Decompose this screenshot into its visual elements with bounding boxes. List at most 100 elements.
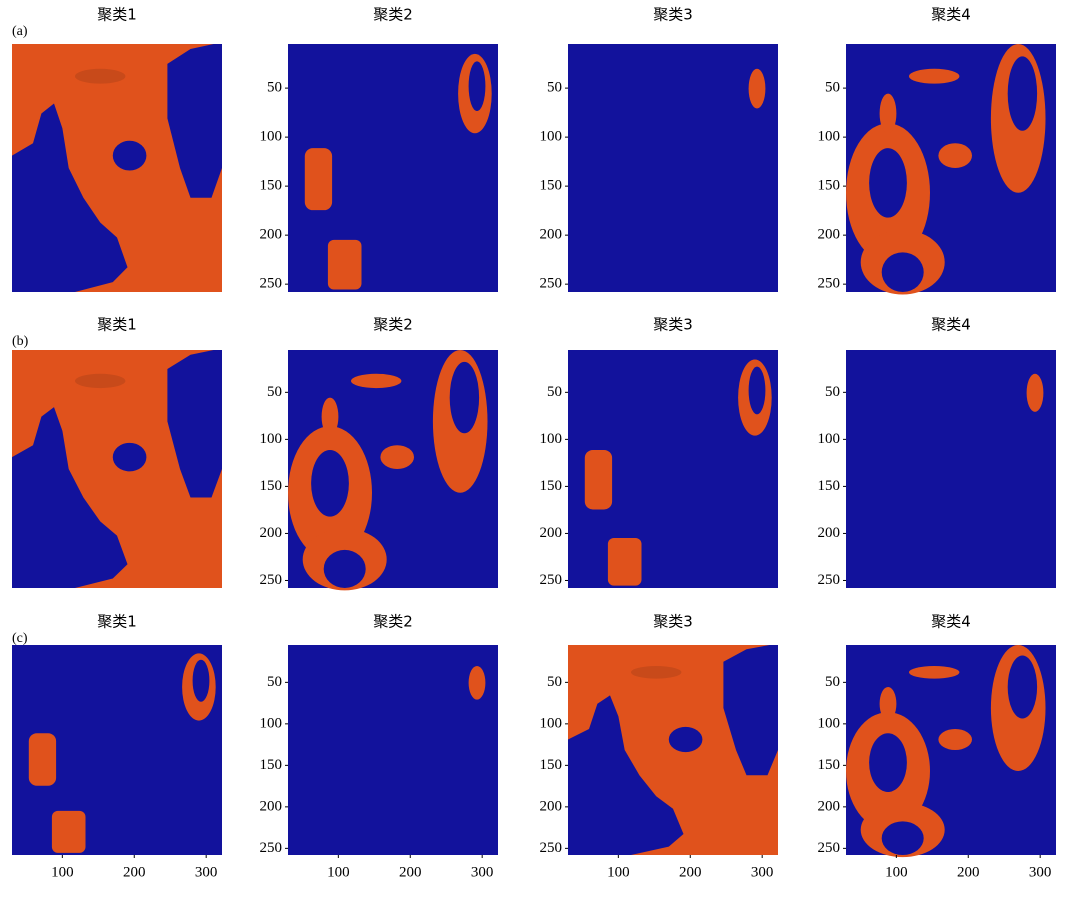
y-tick-label: 200 bbox=[818, 525, 841, 541]
region bbox=[938, 143, 972, 168]
region bbox=[749, 367, 766, 415]
panel-title: 聚类2 bbox=[373, 613, 413, 631]
y-tick-label: 50 bbox=[267, 674, 282, 690]
y-tick-label: 200 bbox=[818, 798, 841, 814]
y-tick-label: 250 bbox=[260, 840, 283, 856]
y-tick-label: 150 bbox=[260, 178, 283, 194]
region bbox=[380, 445, 414, 469]
panel-title: 聚类2 bbox=[373, 6, 413, 24]
y-tick-label: 150 bbox=[260, 478, 283, 494]
panel-title: 聚类1 bbox=[97, 6, 137, 24]
panel bbox=[12, 350, 222, 588]
region bbox=[75, 374, 125, 388]
y-tick-label: 250 bbox=[540, 572, 563, 588]
panel-title: 聚类2 bbox=[373, 316, 413, 334]
y-tick-label: 150 bbox=[818, 757, 841, 773]
y-tick-label: 100 bbox=[540, 129, 563, 145]
region bbox=[1027, 374, 1044, 412]
y-tick-label: 200 bbox=[260, 227, 283, 243]
panel bbox=[568, 44, 778, 292]
y-tick-label: 250 bbox=[818, 840, 841, 856]
region bbox=[469, 666, 486, 700]
panel bbox=[12, 645, 222, 855]
region bbox=[328, 240, 362, 290]
panel bbox=[288, 645, 498, 855]
region bbox=[882, 821, 924, 855]
x-tick-label: 100 bbox=[607, 864, 630, 880]
y-tick-label: 100 bbox=[260, 715, 283, 731]
y-tick-label: 100 bbox=[818, 431, 841, 447]
y-tick-label: 50 bbox=[267, 384, 282, 400]
region bbox=[608, 538, 642, 586]
x-tick-label: 200 bbox=[957, 864, 980, 880]
figure: (a)聚类1聚类250100150200250聚类350100150200250… bbox=[0, 0, 1067, 902]
panel-title: 聚类4 bbox=[931, 6, 971, 24]
x-tick-label: 300 bbox=[1029, 864, 1052, 880]
region bbox=[324, 550, 366, 588]
panel-title: 聚类4 bbox=[931, 316, 971, 334]
panel bbox=[288, 44, 498, 292]
y-tick-label: 250 bbox=[540, 840, 563, 856]
panel-title: 聚类4 bbox=[931, 613, 971, 631]
y-tick-label: 100 bbox=[540, 431, 563, 447]
y-tick-label: 150 bbox=[540, 478, 563, 494]
x-tick-label: 200 bbox=[399, 864, 422, 880]
y-tick-label: 100 bbox=[540, 715, 563, 731]
panel bbox=[568, 645, 778, 855]
y-tick-label: 200 bbox=[540, 525, 563, 541]
region bbox=[749, 69, 766, 109]
panel bbox=[846, 645, 1056, 857]
region bbox=[113, 141, 147, 171]
region bbox=[631, 666, 681, 679]
y-tick-label: 50 bbox=[547, 80, 562, 96]
y-tick-label: 250 bbox=[818, 572, 841, 588]
x-tick-label: 200 bbox=[123, 864, 146, 880]
x-tick-label: 300 bbox=[751, 864, 774, 880]
y-tick-label: 200 bbox=[540, 227, 563, 243]
y-tick-label: 50 bbox=[825, 674, 840, 690]
x-tick-label: 100 bbox=[327, 864, 350, 880]
panel bbox=[568, 350, 778, 588]
x-tick-label: 300 bbox=[471, 864, 494, 880]
panel-title: 聚类1 bbox=[97, 613, 137, 631]
y-tick-label: 50 bbox=[825, 80, 840, 96]
y-tick-label: 100 bbox=[260, 431, 283, 447]
region bbox=[1008, 656, 1037, 719]
region bbox=[585, 450, 612, 510]
y-tick-label: 100 bbox=[818, 715, 841, 731]
y-tick-label: 50 bbox=[547, 384, 562, 400]
region bbox=[450, 362, 479, 433]
row-label: (b) bbox=[12, 334, 29, 349]
panel bbox=[846, 44, 1056, 294]
y-tick-label: 150 bbox=[540, 757, 563, 773]
y-tick-label: 200 bbox=[540, 798, 563, 814]
y-tick-label: 100 bbox=[818, 129, 841, 145]
y-tick-label: 250 bbox=[818, 276, 841, 292]
region bbox=[311, 450, 349, 517]
x-tick-label: 300 bbox=[195, 864, 218, 880]
panel-title: 聚类3 bbox=[653, 316, 693, 334]
y-tick-label: 250 bbox=[540, 276, 563, 292]
region bbox=[193, 660, 210, 702]
panel-bg bbox=[288, 645, 498, 855]
y-tick-label: 50 bbox=[547, 674, 562, 690]
region bbox=[880, 94, 897, 134]
y-tick-label: 250 bbox=[260, 276, 283, 292]
region bbox=[1008, 56, 1037, 130]
region bbox=[469, 61, 486, 111]
y-tick-label: 200 bbox=[260, 525, 283, 541]
region bbox=[322, 398, 339, 436]
panel-title: 聚类1 bbox=[97, 316, 137, 334]
region bbox=[351, 374, 401, 388]
y-tick-label: 150 bbox=[818, 178, 841, 194]
region bbox=[882, 252, 924, 292]
y-tick-label: 200 bbox=[818, 227, 841, 243]
y-tick-label: 50 bbox=[825, 384, 840, 400]
y-tick-label: 100 bbox=[260, 129, 283, 145]
region bbox=[75, 69, 125, 84]
region bbox=[669, 727, 703, 752]
region bbox=[52, 811, 86, 853]
region bbox=[909, 69, 959, 84]
panel bbox=[12, 44, 222, 292]
panel-bg bbox=[568, 44, 778, 292]
